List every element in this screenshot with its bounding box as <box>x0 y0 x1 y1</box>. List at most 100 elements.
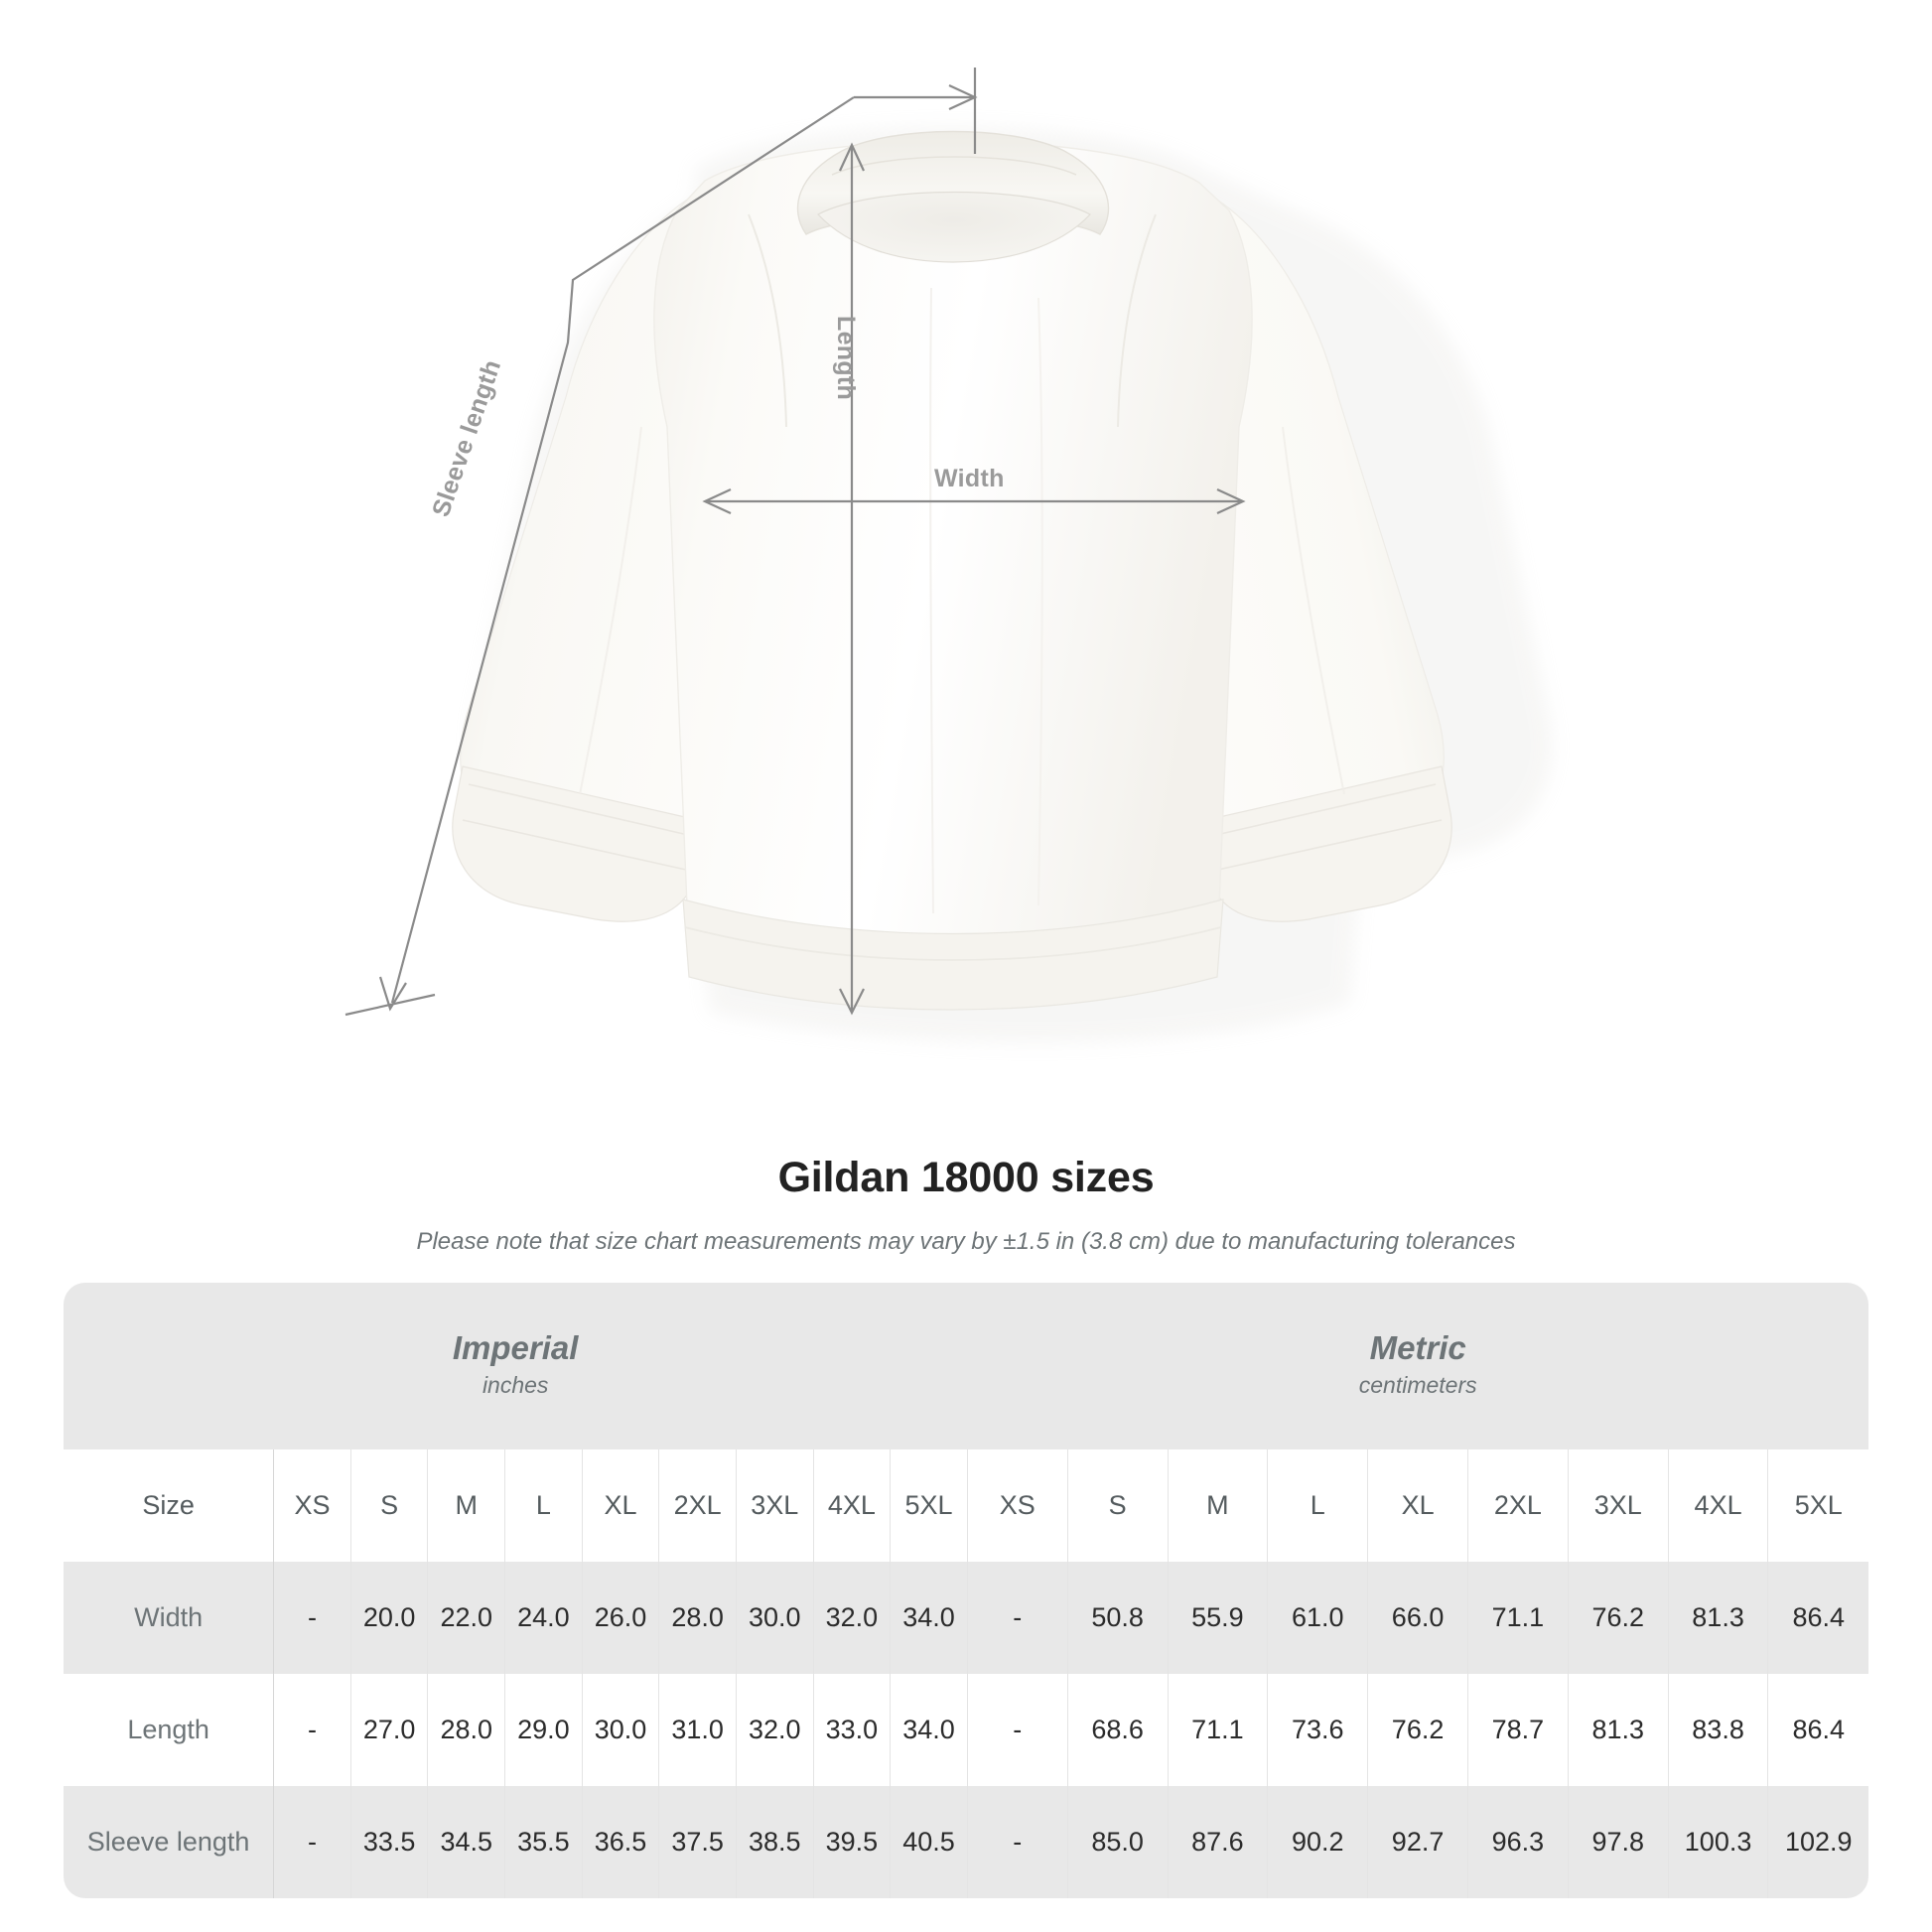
length-dimension-label: Length <box>832 316 860 401</box>
cell-width-imperial-2xl: 28.0 <box>658 1562 737 1674</box>
sweatshirt-body <box>653 140 1253 984</box>
size-header-imperial-3xl: 3XL <box>736 1449 814 1562</box>
bottom-hem <box>682 898 1224 1011</box>
cell-length-metric-m: 71.1 <box>1168 1674 1269 1786</box>
cell-sleeve-length-imperial-l: 35.5 <box>504 1786 583 1898</box>
cell-sleeve-length-metric-xs: - <box>966 1786 1068 1898</box>
garment-illustration: Length Width Sleeve length <box>345 68 1553 1043</box>
cell-sleeve-length-metric-m: 87.6 <box>1168 1786 1269 1898</box>
cell-length-imperial-3xl: 32.0 <box>736 1674 814 1786</box>
size-header-imperial-m: M <box>427 1449 506 1562</box>
size-header-imperial-l: L <box>504 1449 583 1562</box>
cell-length-imperial-m: 28.0 <box>427 1674 506 1786</box>
unit-sub-metric: centimeters <box>1358 1371 1477 1398</box>
cell-width-imperial-xs: - <box>273 1562 351 1674</box>
cell-width-metric-s: 50.8 <box>1067 1562 1169 1674</box>
size-header-metric-xs: XS <box>966 1449 1068 1562</box>
cell-length-metric-2xl: 78.7 <box>1467 1674 1569 1786</box>
size-header-label: Size <box>64 1449 275 1562</box>
size-chart-table-container: Imperial inches Metric centimeters Size XS S M L… <box>64 1283 1868 1898</box>
cell-sleeve-length-metric-xl: 92.7 <box>1367 1786 1468 1898</box>
cell-sleeve-length-imperial-xl: 36.5 <box>582 1786 660 1898</box>
cell-sleeve-length-imperial-4xl: 39.5 <box>813 1786 892 1898</box>
size-header-metric-xl: XL <box>1367 1449 1468 1562</box>
cell-length-imperial-l: 29.0 <box>504 1674 583 1786</box>
cell-width-imperial-5xl: 34.0 <box>890 1562 968 1674</box>
unit-name-imperial: Imperial <box>452 1328 579 1366</box>
size-header-metric-3xl: 3XL <box>1568 1449 1669 1562</box>
cell-width-imperial-xl: 26.0 <box>582 1562 660 1674</box>
right-shoulder-seam <box>1117 213 1157 428</box>
size-header-imperial-2xl: 2XL <box>658 1449 737 1562</box>
size-header-metric-5xl: 5XL <box>1767 1449 1868 1562</box>
unit-header-imperial: Imperial inches <box>64 1283 968 1449</box>
size-header-imperial-s: S <box>350 1449 429 1562</box>
cell-sleeve-length-metric-3xl: 97.8 <box>1568 1786 1669 1898</box>
cell-sleeve-length-imperial-2xl: 37.5 <box>658 1786 737 1898</box>
size-header-imperial-5xl: 5XL <box>890 1449 968 1562</box>
table-row: Sleeve length -33.5 34.5 35.5 36.5 37.5 38.5 39… <box>64 1786 1868 1898</box>
cell-width-imperial-l: 24.0 <box>504 1562 583 1674</box>
neck-opening <box>817 191 1091 263</box>
cell-width-metric-l: 61.0 <box>1267 1562 1369 1674</box>
cell-length-imperial-4xl: 33.0 <box>813 1674 892 1786</box>
row-label-length: Length <box>64 1674 275 1786</box>
row-label-sleeve-length: Sleeve length <box>64 1786 275 1898</box>
unit-header-metric: Metric centimeters <box>967 1283 1868 1449</box>
cell-sleeve-length-metric-2xl: 96.3 <box>1467 1786 1569 1898</box>
page-title: Gildan 18000 sizes <box>777 1154 1155 1201</box>
cell-sleeve-length-metric-5xl: 102.9 <box>1767 1786 1868 1898</box>
cell-width-metric-m: 55.9 <box>1168 1562 1269 1674</box>
table-row: Width -20.0 22.0 24.0 26.0 28.0 30.0 32.0 34.0-5… <box>64 1562 1868 1674</box>
cell-sleeve-length-metric-s: 85.0 <box>1067 1786 1169 1898</box>
cell-width-metric-xs: - <box>966 1562 1068 1674</box>
left-shoulder-seam <box>748 213 787 428</box>
caption-block: Gildan 18000 sizes Please note that size… <box>0 1122 1932 1256</box>
cell-sleeve-length-imperial-5xl: 40.5 <box>890 1786 968 1898</box>
unit-sub-imperial: inches <box>482 1371 549 1398</box>
tolerance-note: Please note that size chart measurements… <box>416 1228 1516 1255</box>
size-header-metric-2xl: 2XL <box>1467 1449 1569 1562</box>
width-guide <box>702 488 1246 514</box>
cell-sleeve-length-imperial-xs: - <box>273 1786 351 1898</box>
size-header-row: Size XS S M L XL 2XL 3XL 4XL 5XL XS S M L XL 2XL 3XL 4XL 5… <box>64 1449 1868 1562</box>
cell-sleeve-length-imperial-3xl: 38.5 <box>736 1786 814 1898</box>
cell-sleeve-length-imperial-m: 34.5 <box>427 1786 506 1898</box>
cell-width-imperial-3xl: 30.0 <box>736 1562 814 1674</box>
left-cuff <box>452 765 708 922</box>
cell-length-imperial-2xl: 31.0 <box>658 1674 737 1786</box>
cell-length-metric-4xl: 83.8 <box>1668 1674 1769 1786</box>
size-header-metric-m: M <box>1168 1449 1269 1562</box>
cell-length-imperial-xl: 30.0 <box>582 1674 660 1786</box>
sweatshirt-diagram <box>345 68 1553 1043</box>
cell-width-metric-2xl: 71.1 <box>1467 1562 1569 1674</box>
table-row: Length -27.0 28.0 29.0 30.0 31.0 32.0 33.0 34.0-… <box>64 1674 1868 1786</box>
cell-width-metric-xl: 66.0 <box>1367 1562 1468 1674</box>
size-header-metric-4xl: 4XL <box>1668 1449 1769 1562</box>
cell-length-imperial-s: 27.0 <box>350 1674 429 1786</box>
size-header-imperial-xl: XL <box>582 1449 660 1562</box>
size-header-metric-s: S <box>1067 1449 1169 1562</box>
sleeve-length-guide <box>345 68 978 1017</box>
cell-width-metric-4xl: 81.3 <box>1668 1562 1769 1674</box>
cell-sleeve-length-metric-l: 90.2 <box>1267 1786 1369 1898</box>
size-chart-table: Imperial inches Metric centimeters Size XS S M L… <box>64 1283 1868 1898</box>
cell-width-metric-3xl: 76.2 <box>1568 1562 1669 1674</box>
size-header-imperial-xs: XS <box>273 1449 351 1562</box>
cell-length-metric-l: 73.6 <box>1267 1674 1369 1786</box>
cell-sleeve-length-imperial-s: 33.5 <box>350 1786 429 1898</box>
size-header-metric-l: L <box>1267 1449 1369 1562</box>
cell-sleeve-length-metric-4xl: 100.3 <box>1668 1786 1769 1898</box>
cell-width-imperial-4xl: 32.0 <box>813 1562 892 1674</box>
cell-length-metric-5xl: 86.4 <box>1767 1674 1868 1786</box>
cell-length-metric-xl: 76.2 <box>1367 1674 1468 1786</box>
unit-name-metric: Metric <box>1369 1328 1466 1366</box>
row-label-width: Width <box>64 1562 275 1674</box>
unit-banner-row: Imperial inches Metric centimeters <box>64 1283 1868 1449</box>
cell-length-metric-s: 68.6 <box>1067 1674 1169 1786</box>
width-dimension-label: Width <box>934 465 1005 492</box>
cell-length-metric-3xl: 81.3 <box>1568 1674 1669 1786</box>
length-guide <box>839 142 865 1016</box>
size-header-imperial-4xl: 4XL <box>813 1449 892 1562</box>
cell-width-metric-5xl: 86.4 <box>1767 1562 1868 1674</box>
